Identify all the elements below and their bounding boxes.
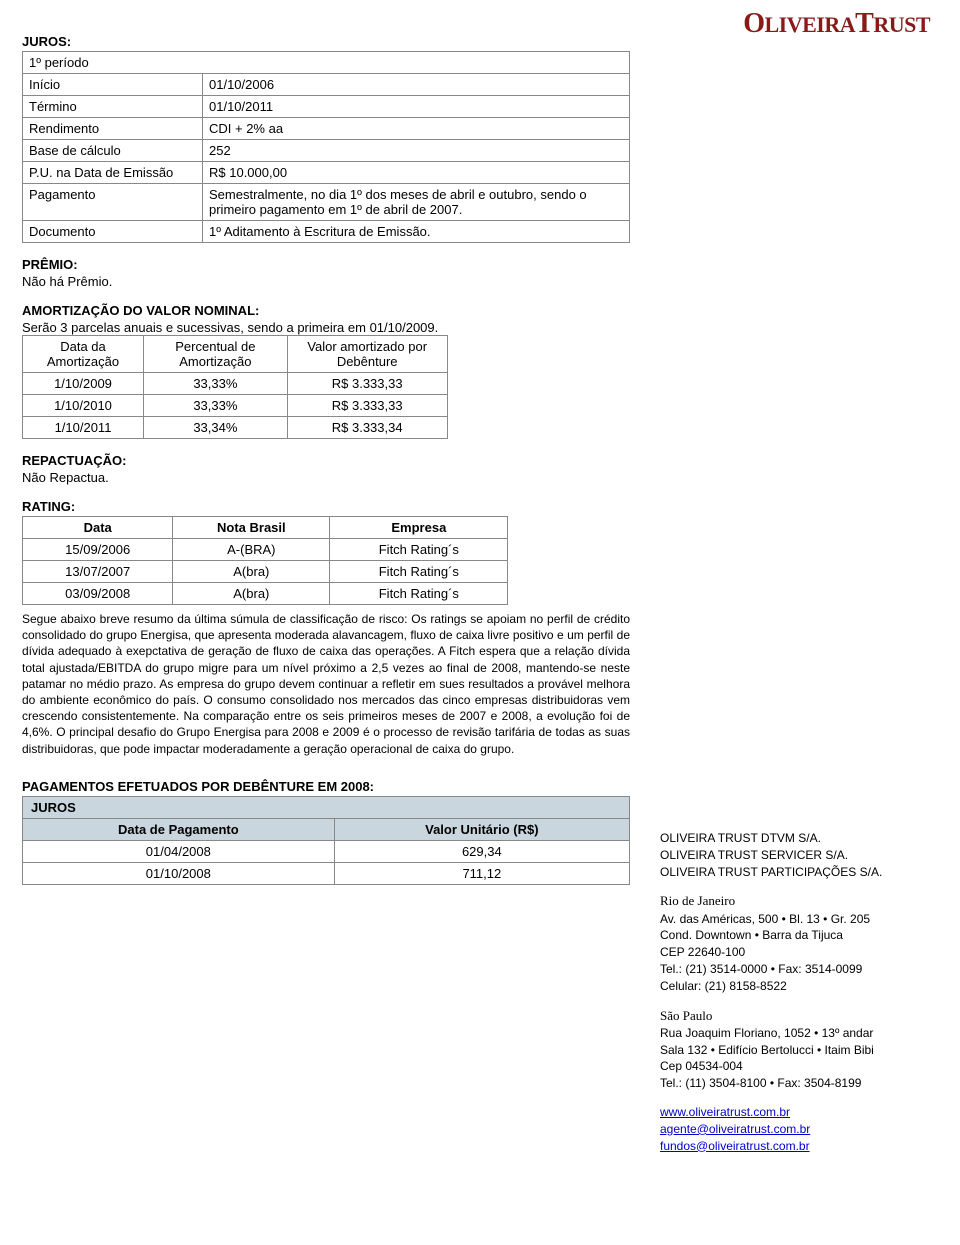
juros-row-value: 252 bbox=[203, 140, 630, 162]
juros-table: 1º períodoInício01/10/2006Término01/10/2… bbox=[22, 51, 630, 243]
pagamentos-table: JUROS Data de PagamentoValor Unitário (R… bbox=[22, 796, 630, 885]
table-cell: 1/10/2011 bbox=[23, 417, 144, 439]
juros-row-label: Documento bbox=[23, 221, 203, 243]
pay-cell: 01/04/2008 bbox=[23, 840, 335, 862]
table-header: Data da Amortização bbox=[23, 336, 144, 373]
amort-title: AMORTIZAÇÃO DO VALOR NOMINAL: bbox=[22, 303, 630, 318]
footer-link[interactable]: fundos@oliveiratrust.com.br bbox=[660, 1139, 810, 1153]
table-cell: 13/07/2007 bbox=[23, 561, 173, 583]
juros-row-value: 01/10/2011 bbox=[203, 96, 630, 118]
rating-table: DataNota BrasilEmpresa 15/09/2006A-(BRA)… bbox=[22, 516, 508, 605]
pay-header: Valor Unitário (R$) bbox=[334, 818, 629, 840]
table-cell: 15/09/2006 bbox=[23, 539, 173, 561]
repac-text: Não Repactua. bbox=[22, 470, 630, 485]
amort-desc: Serão 3 parcelas anuais e sucessivas, se… bbox=[22, 320, 630, 335]
juros-row-label: Base de cálculo bbox=[23, 140, 203, 162]
juros-row-value: 1º Aditamento à Escritura de Emissão. bbox=[203, 221, 630, 243]
sp-l2: Sala 132 • Edifício Bertolucci • Itaim B… bbox=[660, 1042, 930, 1059]
company-name: OLIVEIRA TRUST SERVICER S/A. bbox=[660, 847, 930, 864]
rio-l3: CEP 22640-100 bbox=[660, 944, 930, 961]
table-cell: A-(BRA) bbox=[173, 539, 330, 561]
table-header: Empresa bbox=[330, 517, 508, 539]
table-header: Percentual de Amortização bbox=[144, 336, 288, 373]
pay-header-top: JUROS bbox=[23, 796, 630, 818]
company-name: OLIVEIRA TRUST DTVM S/A. bbox=[660, 830, 930, 847]
amort-table: Data da AmortizaçãoPercentual de Amortiz… bbox=[22, 335, 448, 439]
table-cell: Fitch Rating´s bbox=[330, 583, 508, 605]
company-name: OLIVEIRA TRUST PARTICIPAÇÕES S/A. bbox=[660, 864, 930, 881]
rio-city: Rio de Janeiro bbox=[660, 892, 930, 910]
pay-cell: 01/10/2008 bbox=[23, 862, 335, 884]
rio-l1: Av. das Américas, 500 • Bl. 13 • Gr. 205 bbox=[660, 911, 930, 928]
logo: OLIVEIRATRUST bbox=[743, 8, 930, 40]
table-cell: 1/10/2010 bbox=[23, 395, 144, 417]
footer-link[interactable]: agente@oliveiratrust.com.br bbox=[660, 1122, 810, 1136]
juros-row-value: R$ 10.000,00 bbox=[203, 162, 630, 184]
table-header: Data bbox=[23, 517, 173, 539]
table-cell: R$ 3.333,33 bbox=[287, 373, 447, 395]
table-cell: R$ 3.333,33 bbox=[287, 395, 447, 417]
footer-block: OLIVEIRA TRUST DTVM S/A.OLIVEIRA TRUST S… bbox=[660, 830, 930, 1154]
sp-l1: Rua Joaquim Floriano, 1052 • 13º andar bbox=[660, 1025, 930, 1042]
juros-subtitle: 1º período bbox=[23, 52, 630, 74]
table-header: Nota Brasil bbox=[173, 517, 330, 539]
juros-row-label: Rendimento bbox=[23, 118, 203, 140]
table-cell: A(bra) bbox=[173, 583, 330, 605]
pay-header: Data de Pagamento bbox=[23, 818, 335, 840]
rio-l2: Cond. Downtown • Barra da Tijuca bbox=[660, 927, 930, 944]
sp-city: São Paulo bbox=[660, 1007, 930, 1025]
table-cell: Fitch Rating´s bbox=[330, 539, 508, 561]
table-cell: 33,33% bbox=[144, 395, 288, 417]
pagamentos-title: PAGAMENTOS EFETUADOS POR DEBÊNTURE EM 20… bbox=[22, 779, 630, 794]
table-header: Valor amortizado por Debênture bbox=[287, 336, 447, 373]
rio-l4: Tel.: (21) 3514-0000 • Fax: 3514-0099 bbox=[660, 961, 930, 978]
rio-l5: Celular: (21) 8158-8522 bbox=[660, 978, 930, 995]
main-content: JUROS: 1º períodoInício01/10/2006Término… bbox=[0, 0, 960, 915]
table-cell: 33,33% bbox=[144, 373, 288, 395]
table-cell: 03/09/2008 bbox=[23, 583, 173, 605]
sp-l3: Cep 04534-004 bbox=[660, 1058, 930, 1075]
premio-text: Não há Prêmio. bbox=[22, 274, 630, 289]
repac-title: REPACTUAÇÃO: bbox=[22, 453, 630, 468]
pay-cell: 629,34 bbox=[334, 840, 629, 862]
juros-title: JUROS: bbox=[22, 34, 630, 49]
sp-l4: Tel.: (11) 3504-8100 • Fax: 3504-8199 bbox=[660, 1075, 930, 1092]
juros-row-label: Início bbox=[23, 74, 203, 96]
table-cell: A(bra) bbox=[173, 561, 330, 583]
juros-row-label: P.U. na Data de Emissão bbox=[23, 162, 203, 184]
juros-row-label: Término bbox=[23, 96, 203, 118]
footer-link[interactable]: www.oliveiratrust.com.br bbox=[660, 1105, 790, 1119]
table-cell: R$ 3.333,34 bbox=[287, 417, 447, 439]
table-cell: Fitch Rating´s bbox=[330, 561, 508, 583]
juros-row-value: 01/10/2006 bbox=[203, 74, 630, 96]
rating-title: RATING: bbox=[22, 499, 630, 514]
pay-cell: 711,12 bbox=[334, 862, 629, 884]
premio-title: PRÊMIO: bbox=[22, 257, 630, 272]
table-cell: 1/10/2009 bbox=[23, 373, 144, 395]
juros-row-value: CDI + 2% aa bbox=[203, 118, 630, 140]
table-cell: 33,34% bbox=[144, 417, 288, 439]
juros-row-label: Pagamento bbox=[23, 184, 203, 221]
rating-note: Segue abaixo breve resumo da última súmu… bbox=[22, 611, 630, 757]
juros-row-value: Semestralmente, no dia 1º dos meses de a… bbox=[203, 184, 630, 221]
